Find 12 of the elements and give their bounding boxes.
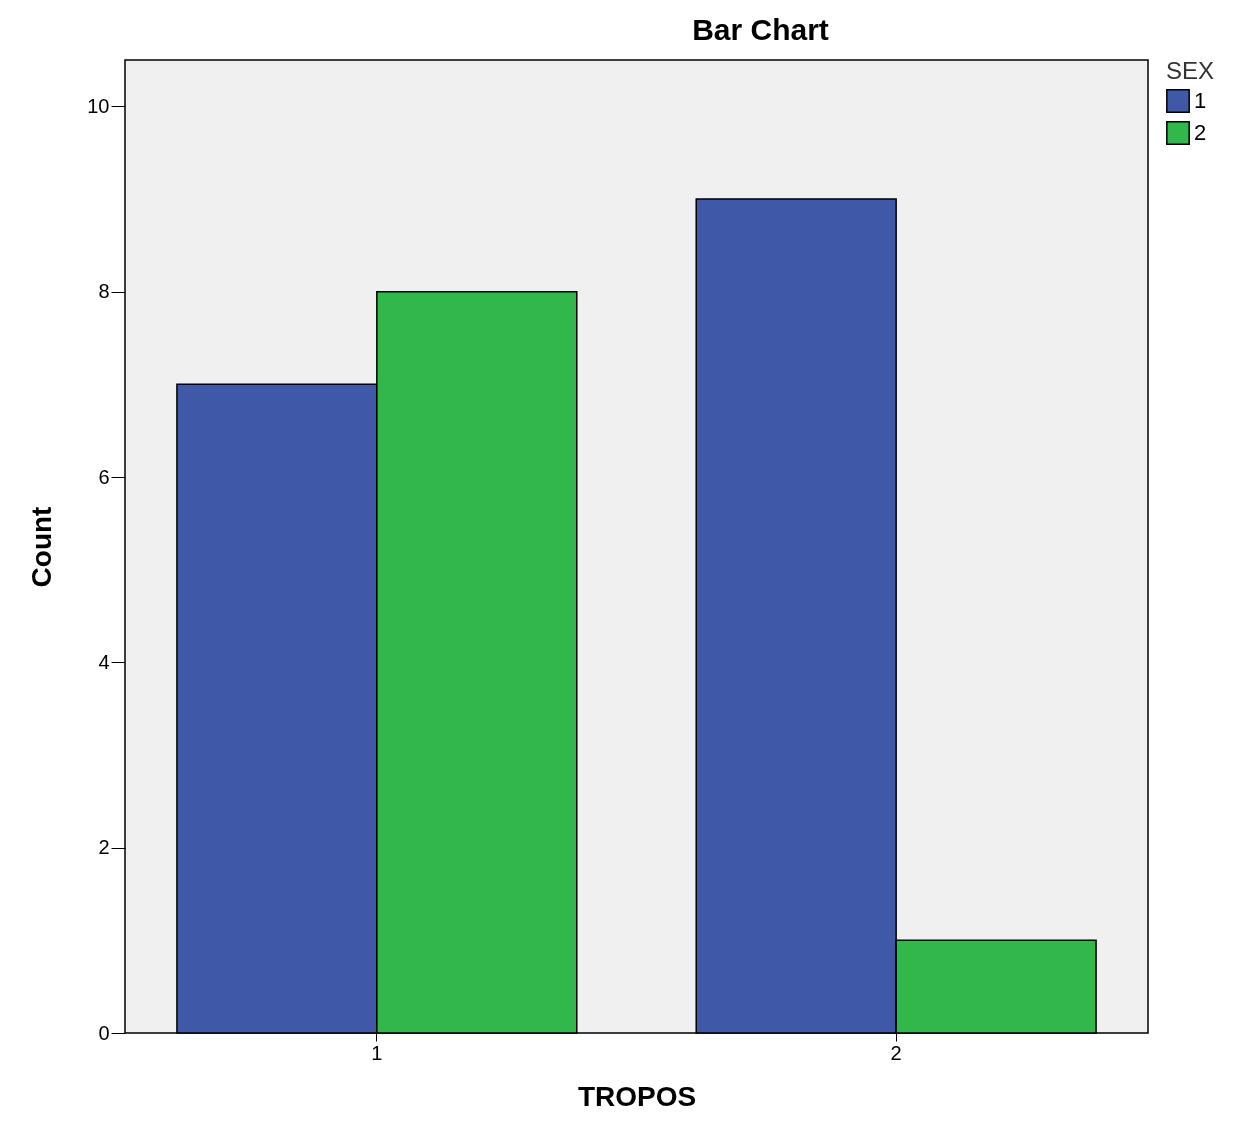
y-tick-label: 10 (87, 94, 110, 117)
y-tick-label: 8 (98, 280, 110, 303)
y-tick-label: 4 (98, 650, 110, 673)
x-axis-title: TROPOS (577, 1080, 697, 1112)
chart-title: Bar Chart (692, 13, 829, 46)
legend-label: 1 (1194, 88, 1207, 113)
y-tick-label: 6 (98, 465, 110, 488)
y-tick-label: 2 (98, 836, 110, 859)
legend-label: 2 (1194, 120, 1207, 145)
legend-title: SEX (1166, 57, 1215, 84)
y-axis-title: Count (26, 506, 58, 588)
y-tick-label: 0 (98, 1021, 110, 1044)
